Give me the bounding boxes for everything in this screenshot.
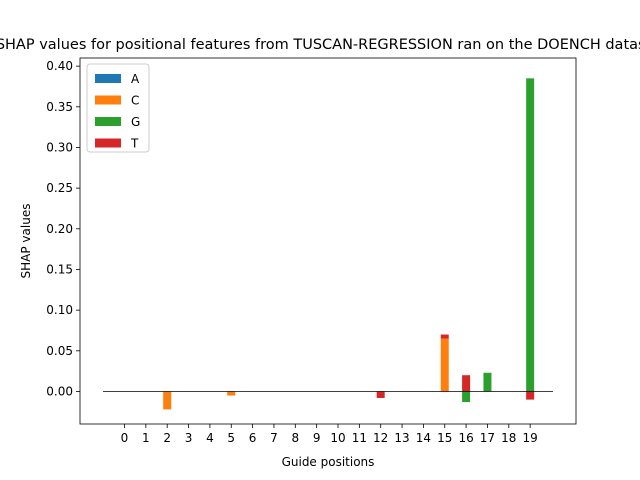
legend-box <box>86 63 150 153</box>
x-tick-label: 7 <box>270 431 278 445</box>
axes-frame <box>79 57 577 425</box>
legend-swatch-t <box>95 138 121 148</box>
x-tick-label: 9 <box>313 431 321 445</box>
x-tick-label: 3 <box>185 431 193 445</box>
plot-area <box>80 58 576 424</box>
legend-swatch-g <box>95 117 121 126</box>
x-tick-label: 8 <box>291 431 299 445</box>
bar-g-pos-17 <box>483 372 492 392</box>
x-axis-label: Guide positions <box>282 455 375 469</box>
x-tick-label: 13 <box>394 431 409 445</box>
y-tick-label: 0.10 <box>46 303 73 317</box>
bar-t-pos-15 <box>440 334 449 339</box>
x-tick-label: 10 <box>330 431 345 445</box>
x-tick-label: 2 <box>163 431 171 445</box>
x-tick-label: 1 <box>142 431 150 445</box>
x-tick-label: 11 <box>352 431 367 445</box>
x-tick-label: 16 <box>458 431 473 445</box>
x-tick-label: 15 <box>437 431 452 445</box>
legend-swatch-a <box>95 74 121 83</box>
legend-label-g: G <box>131 115 140 129</box>
y-tick-label: 0.20 <box>46 222 73 236</box>
y-tick-label: 0.25 <box>46 181 73 195</box>
x-tick-label: 6 <box>249 431 257 445</box>
chart-title: SHAP values for positional features from… <box>0 37 640 53</box>
legend-label-t: T <box>130 137 139 151</box>
x-tick-label: 17 <box>480 431 495 445</box>
y-tick-label: 0.05 <box>46 344 73 358</box>
bar-g-pos-19 <box>526 78 535 392</box>
y-tick-label: 0.35 <box>46 100 73 114</box>
x-tick-label: 4 <box>206 431 214 445</box>
y-axis-ticks: 0.00 0.05 0.10 0.15 0.20 0.25 0.30 0.35 0.40 <box>46 59 80 398</box>
x-tick-label: 12 <box>373 431 388 445</box>
legend-label-c: C <box>131 94 139 108</box>
bar-g-pos-16 <box>462 391 471 403</box>
bar-c-pos-2 <box>163 391 172 410</box>
bar-t-pos-16 <box>462 375 471 392</box>
bar-c-pos-15 <box>440 338 449 392</box>
x-tick-label: 5 <box>227 431 235 445</box>
legend-swatch-c <box>95 95 121 105</box>
y-tick-label: 0.30 <box>46 140 73 154</box>
bars-group <box>163 78 535 410</box>
legend-label-a: A <box>131 72 140 86</box>
x-tick-label: 14 <box>416 431 431 445</box>
bar-t-pos-19 <box>526 391 535 400</box>
x-tick-label: 0 <box>121 431 129 445</box>
y-tick-label: 0.15 <box>46 262 73 276</box>
y-axis-label: SHAP values <box>19 204 33 279</box>
x-tick-label: 18 <box>501 431 516 445</box>
y-tick-label: 0.40 <box>46 59 73 73</box>
bar-t-pos-12 <box>376 391 385 398</box>
x-tick-label: 19 <box>523 431 538 445</box>
y-tick-label: 0.00 <box>46 384 73 398</box>
x-axis-ticks: 0 1 2 3 4 5 6 7 8 9 10 11 12 13 14 15 16 17 18 19 <box>121 424 538 445</box>
bar-c-pos-5 <box>227 391 236 396</box>
